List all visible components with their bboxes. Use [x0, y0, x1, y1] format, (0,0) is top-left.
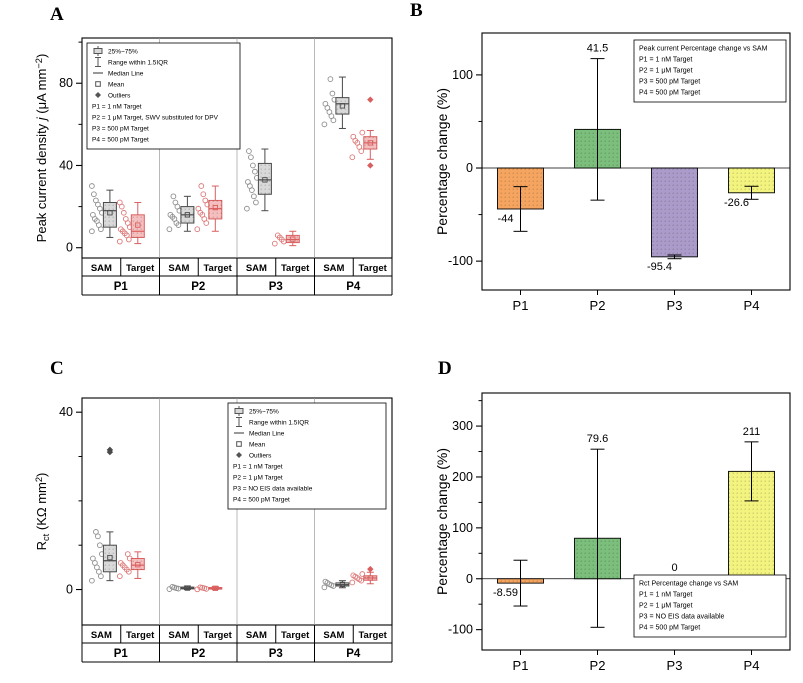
svg-text:40: 40 [59, 158, 73, 172]
panel-letter-b: B [410, 0, 423, 21]
svg-text:P4 = 500 pM Target: P4 = 500 pM Target [92, 137, 149, 144]
svg-text:P1: P1 [114, 648, 129, 660]
svg-text:P1 = 1 nM Target: P1 = 1 nM Target [92, 104, 142, 111]
svg-text:P4: P4 [346, 281, 361, 293]
svg-text:Target: Target [203, 263, 232, 274]
panel-letter-d: D [438, 358, 452, 379]
svg-text:Target: Target [358, 263, 387, 274]
svg-text:SAM: SAM [323, 263, 344, 274]
svg-text:25%~75%: 25%~75% [108, 49, 138, 56]
svg-text:P3: P3 [667, 298, 683, 313]
svg-text:100: 100 [452, 521, 473, 535]
svg-text:P3: P3 [269, 281, 283, 293]
svg-text:P1 = 1 nM Target: P1 = 1 nM Target [639, 592, 692, 599]
svg-text:-100: -100 [448, 254, 473, 268]
svg-text:P2 = 1 μM Target, SWV substitu: P2 = 1 μM Target, SWV substituted for DP… [92, 115, 219, 122]
svg-text:P4 = 500 pM Target: P4 = 500 pM Target [233, 497, 290, 504]
svg-text:P1: P1 [114, 281, 129, 293]
svg-text:P1: P1 [513, 658, 529, 673]
panel-letter-c: C [50, 358, 64, 379]
svg-text:P2 = 1 μM Target: P2 = 1 μM Target [639, 68, 693, 75]
svg-text:P2: P2 [191, 648, 205, 660]
svg-text:SAM: SAM [323, 630, 344, 641]
svg-text:P3: P3 [269, 648, 283, 660]
svg-text:P1 = 1 nM Target: P1 = 1 nM Target [233, 464, 283, 471]
svg-text:Peak current Percentage change: Peak current Percentage change vs SAM [639, 46, 768, 53]
svg-text:P1 = 1 nM Target: P1 = 1 nM Target [639, 57, 692, 64]
svg-text:200: 200 [452, 470, 473, 484]
svg-text:Percentage change (%): Percentage change (%) [434, 88, 450, 235]
svg-text:Target: Target [281, 630, 310, 641]
svg-text:SAM: SAM [168, 630, 189, 641]
svg-text:79.6: 79.6 [587, 433, 608, 445]
svg-text:Median Line: Median Line [108, 71, 144, 78]
svg-text:P4: P4 [744, 298, 760, 313]
svg-text:P3 = NO EIS data available: P3 = NO EIS data available [639, 614, 725, 621]
svg-text:-8.59: -8.59 [493, 587, 518, 599]
svg-text:Median Line: Median Line [249, 431, 285, 438]
svg-text:P2: P2 [590, 298, 606, 313]
svg-text:SAM: SAM [246, 630, 267, 641]
svg-text:0: 0 [66, 583, 73, 597]
svg-text:Mean: Mean [108, 82, 125, 89]
svg-text:Outliers: Outliers [108, 93, 131, 100]
svg-text:P2: P2 [590, 658, 606, 673]
svg-text:-44: -44 [498, 213, 514, 225]
svg-text:Rct (KΩ mm2): Rct (KΩ mm2) [34, 473, 51, 551]
svg-text:100: 100 [452, 68, 473, 82]
svg-text:Target: Target [358, 630, 387, 641]
svg-text:P2 = 1 μM Target: P2 = 1 μM Target [639, 603, 693, 610]
svg-text:SAM: SAM [91, 263, 112, 274]
svg-text:P2: P2 [191, 281, 205, 293]
svg-text:P1: P1 [513, 298, 529, 313]
svg-text:P3: P3 [667, 658, 683, 673]
svg-text:Outliers: Outliers [249, 453, 272, 460]
svg-text:300: 300 [452, 419, 473, 433]
svg-text:P4: P4 [744, 658, 760, 673]
svg-text:211: 211 [743, 426, 761, 438]
svg-text:Target: Target [281, 263, 310, 274]
svg-text:SAM: SAM [168, 263, 189, 274]
svg-text:Range within 1.5IQR: Range within 1.5IQR [108, 60, 168, 67]
svg-text:P2 = 1 μM Target: P2 = 1 μM Target [233, 475, 283, 482]
svg-text:-26.6: -26.6 [724, 197, 749, 209]
svg-text:-100: -100 [448, 623, 473, 637]
svg-text:P4 = 500 pM Target: P4 = 500 pM Target [639, 90, 700, 97]
svg-text:P4: P4 [346, 648, 361, 660]
svg-text:P4 = 500 pM Target: P4 = 500 pM Target [639, 625, 700, 632]
svg-text:0: 0 [466, 572, 473, 586]
svg-text:0: 0 [66, 241, 73, 255]
svg-text:0: 0 [466, 161, 473, 175]
svg-text:Range within 1.5IQR: Range within 1.5IQR [249, 420, 309, 427]
svg-text:Peak current density j (μA mm−: Peak current density j (μA mm−2) [34, 54, 49, 243]
svg-text:0: 0 [671, 562, 677, 574]
svg-text:P3 = 500 pM Target: P3 = 500 pM Target [639, 79, 700, 86]
svg-text:80: 80 [59, 76, 73, 90]
svg-text:Percentage change (%): Percentage change (%) [434, 448, 450, 595]
svg-text:Target: Target [126, 263, 155, 274]
svg-text:Mean: Mean [249, 442, 266, 449]
svg-text:40: 40 [59, 405, 73, 419]
svg-text:25%~75%: 25%~75% [249, 409, 279, 416]
svg-text:SAM: SAM [246, 263, 267, 274]
panel-d-barchart: -100 0 100 200 300 Percentage change (%) -8.59… [434, 392, 791, 673]
svg-text:41.5: 41.5 [587, 43, 608, 55]
svg-text:Target: Target [203, 630, 232, 641]
svg-text:SAM: SAM [91, 630, 112, 641]
svg-text:P3 = 500 pM Target: P3 = 500 pM Target [92, 126, 149, 133]
svg-text:Rct Percentage change vs SAM: Rct Percentage change vs SAM [639, 581, 738, 588]
svg-text:Target: Target [126, 630, 155, 641]
svg-text:-95.4: -95.4 [647, 261, 672, 273]
svg-text:P3 = NO EIS data available: P3 = NO EIS data available [233, 486, 313, 493]
panel-a-boxplot: 0 40 80 Peak current density j (μA mm−2) SAM… [34, 37, 393, 296]
panel-letter-a: A [50, 4, 64, 25]
